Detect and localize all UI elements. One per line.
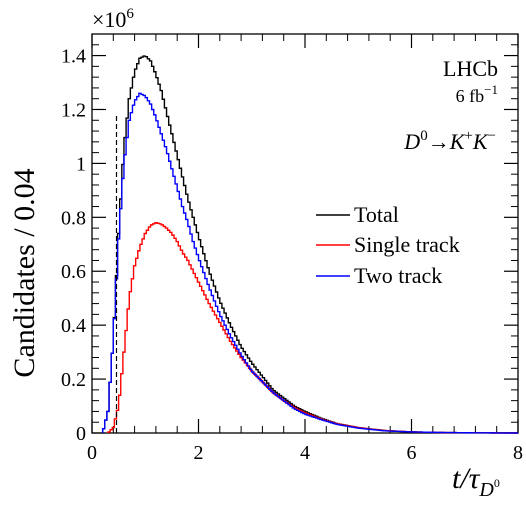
y-tick-label: 1.2: [61, 99, 86, 121]
x-tick-label: 4: [300, 442, 310, 464]
y-tick-label: 0.4: [61, 315, 86, 337]
experiment-label: LHCb: [443, 56, 498, 81]
y-tick-label: 1.4: [61, 46, 86, 68]
y-axis-title: Candidates / 0.04: [8, 168, 41, 377]
axis-ticks: [91, 34, 519, 434]
y-multiplier-exponent: 6: [126, 6, 134, 22]
y-tick-label: 0.6: [61, 261, 86, 283]
series-line-two-track: [101, 92, 518, 434]
x-tick-label: 8: [513, 442, 523, 464]
y-tick-label: 0.8: [61, 207, 86, 229]
y-tick-label: 1: [76, 153, 86, 175]
x-tick-label: 2: [194, 442, 204, 464]
legend: Total Single track Two track: [316, 202, 460, 288]
x-axis-title: t/τD0: [452, 462, 500, 501]
decay-label: D0→K+K−: [403, 128, 496, 154]
legend-label-two-track: Two track: [354, 263, 442, 288]
y-tick-label: 0.2: [61, 369, 86, 391]
y-tick-label: 0: [76, 423, 86, 445]
x-tick-label: 0: [87, 442, 97, 464]
legend-label-total: Total: [354, 202, 399, 227]
x-tick-label: 6: [407, 442, 417, 464]
legend-label-single-track: Single track: [354, 232, 460, 257]
y-multiplier: ×106: [92, 6, 134, 32]
luminosity-label: 6 fb−1: [456, 82, 498, 106]
series-layer: [101, 55, 518, 434]
axis-tick-labels: 0 2 4 6 8 0 0.2 0.4 0.6 0.8 1 1.2 1.4: [61, 46, 523, 464]
